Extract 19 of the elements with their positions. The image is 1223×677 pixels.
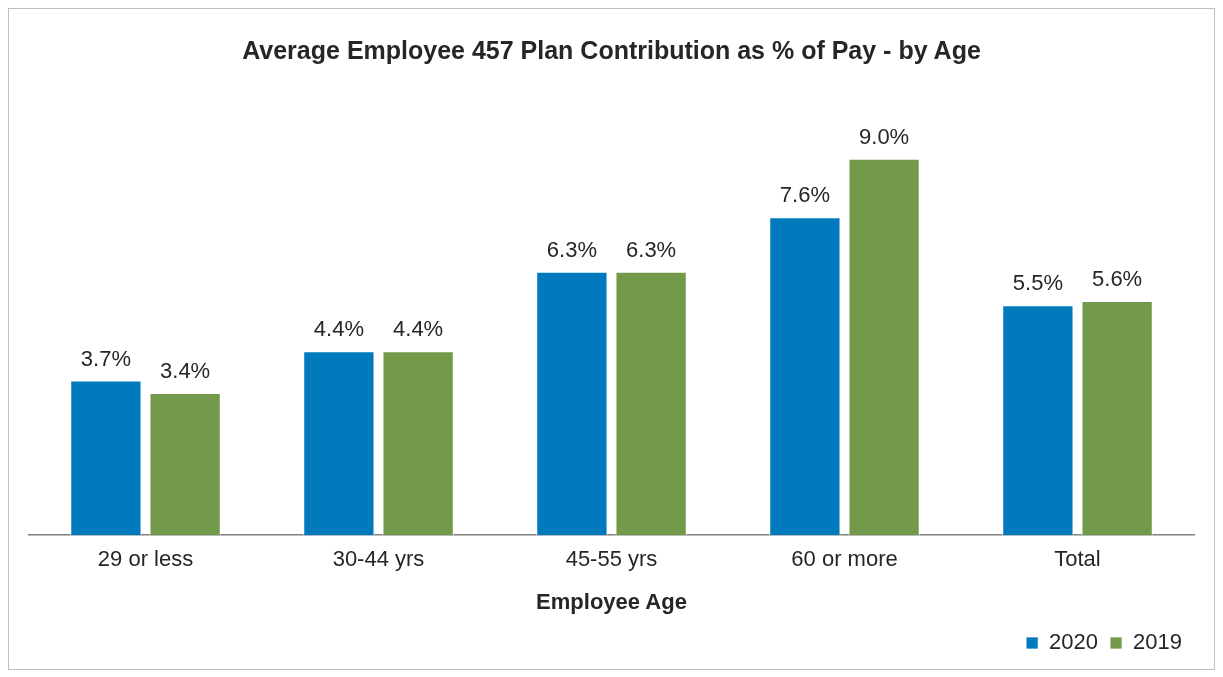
x-tick-label: 29 or less <box>97 546 194 572</box>
legend-label: 2020 <box>1049 629 1099 655</box>
legend-label: 2019 <box>1133 629 1183 655</box>
data-label: 3.4% <box>160 358 211 384</box>
x-tick-label: Total <box>1054 546 1101 572</box>
data-label: 7.6% <box>779 182 830 208</box>
data-label: 3.7% <box>80 345 131 371</box>
data-label: 4.4% <box>393 316 444 342</box>
data-label: 6.3% <box>626 236 677 262</box>
x-tick-label: 60 or more <box>791 546 898 572</box>
x-tick-label: 45-55 yrs <box>565 546 658 572</box>
data-label: 6.3% <box>546 236 597 262</box>
data-label: 5.6% <box>1092 266 1143 292</box>
chart-title: Average Employee 457 Plan Contribution as % of Pay - by Age <box>242 35 981 64</box>
data-label: 5.5% <box>1012 270 1063 296</box>
data-label: 4.4% <box>313 316 364 342</box>
data-label: 9.0% <box>859 123 910 149</box>
x-axis-title: Employee Age <box>536 588 687 614</box>
x-tick-label: 30-44 yrs <box>332 546 425 572</box>
